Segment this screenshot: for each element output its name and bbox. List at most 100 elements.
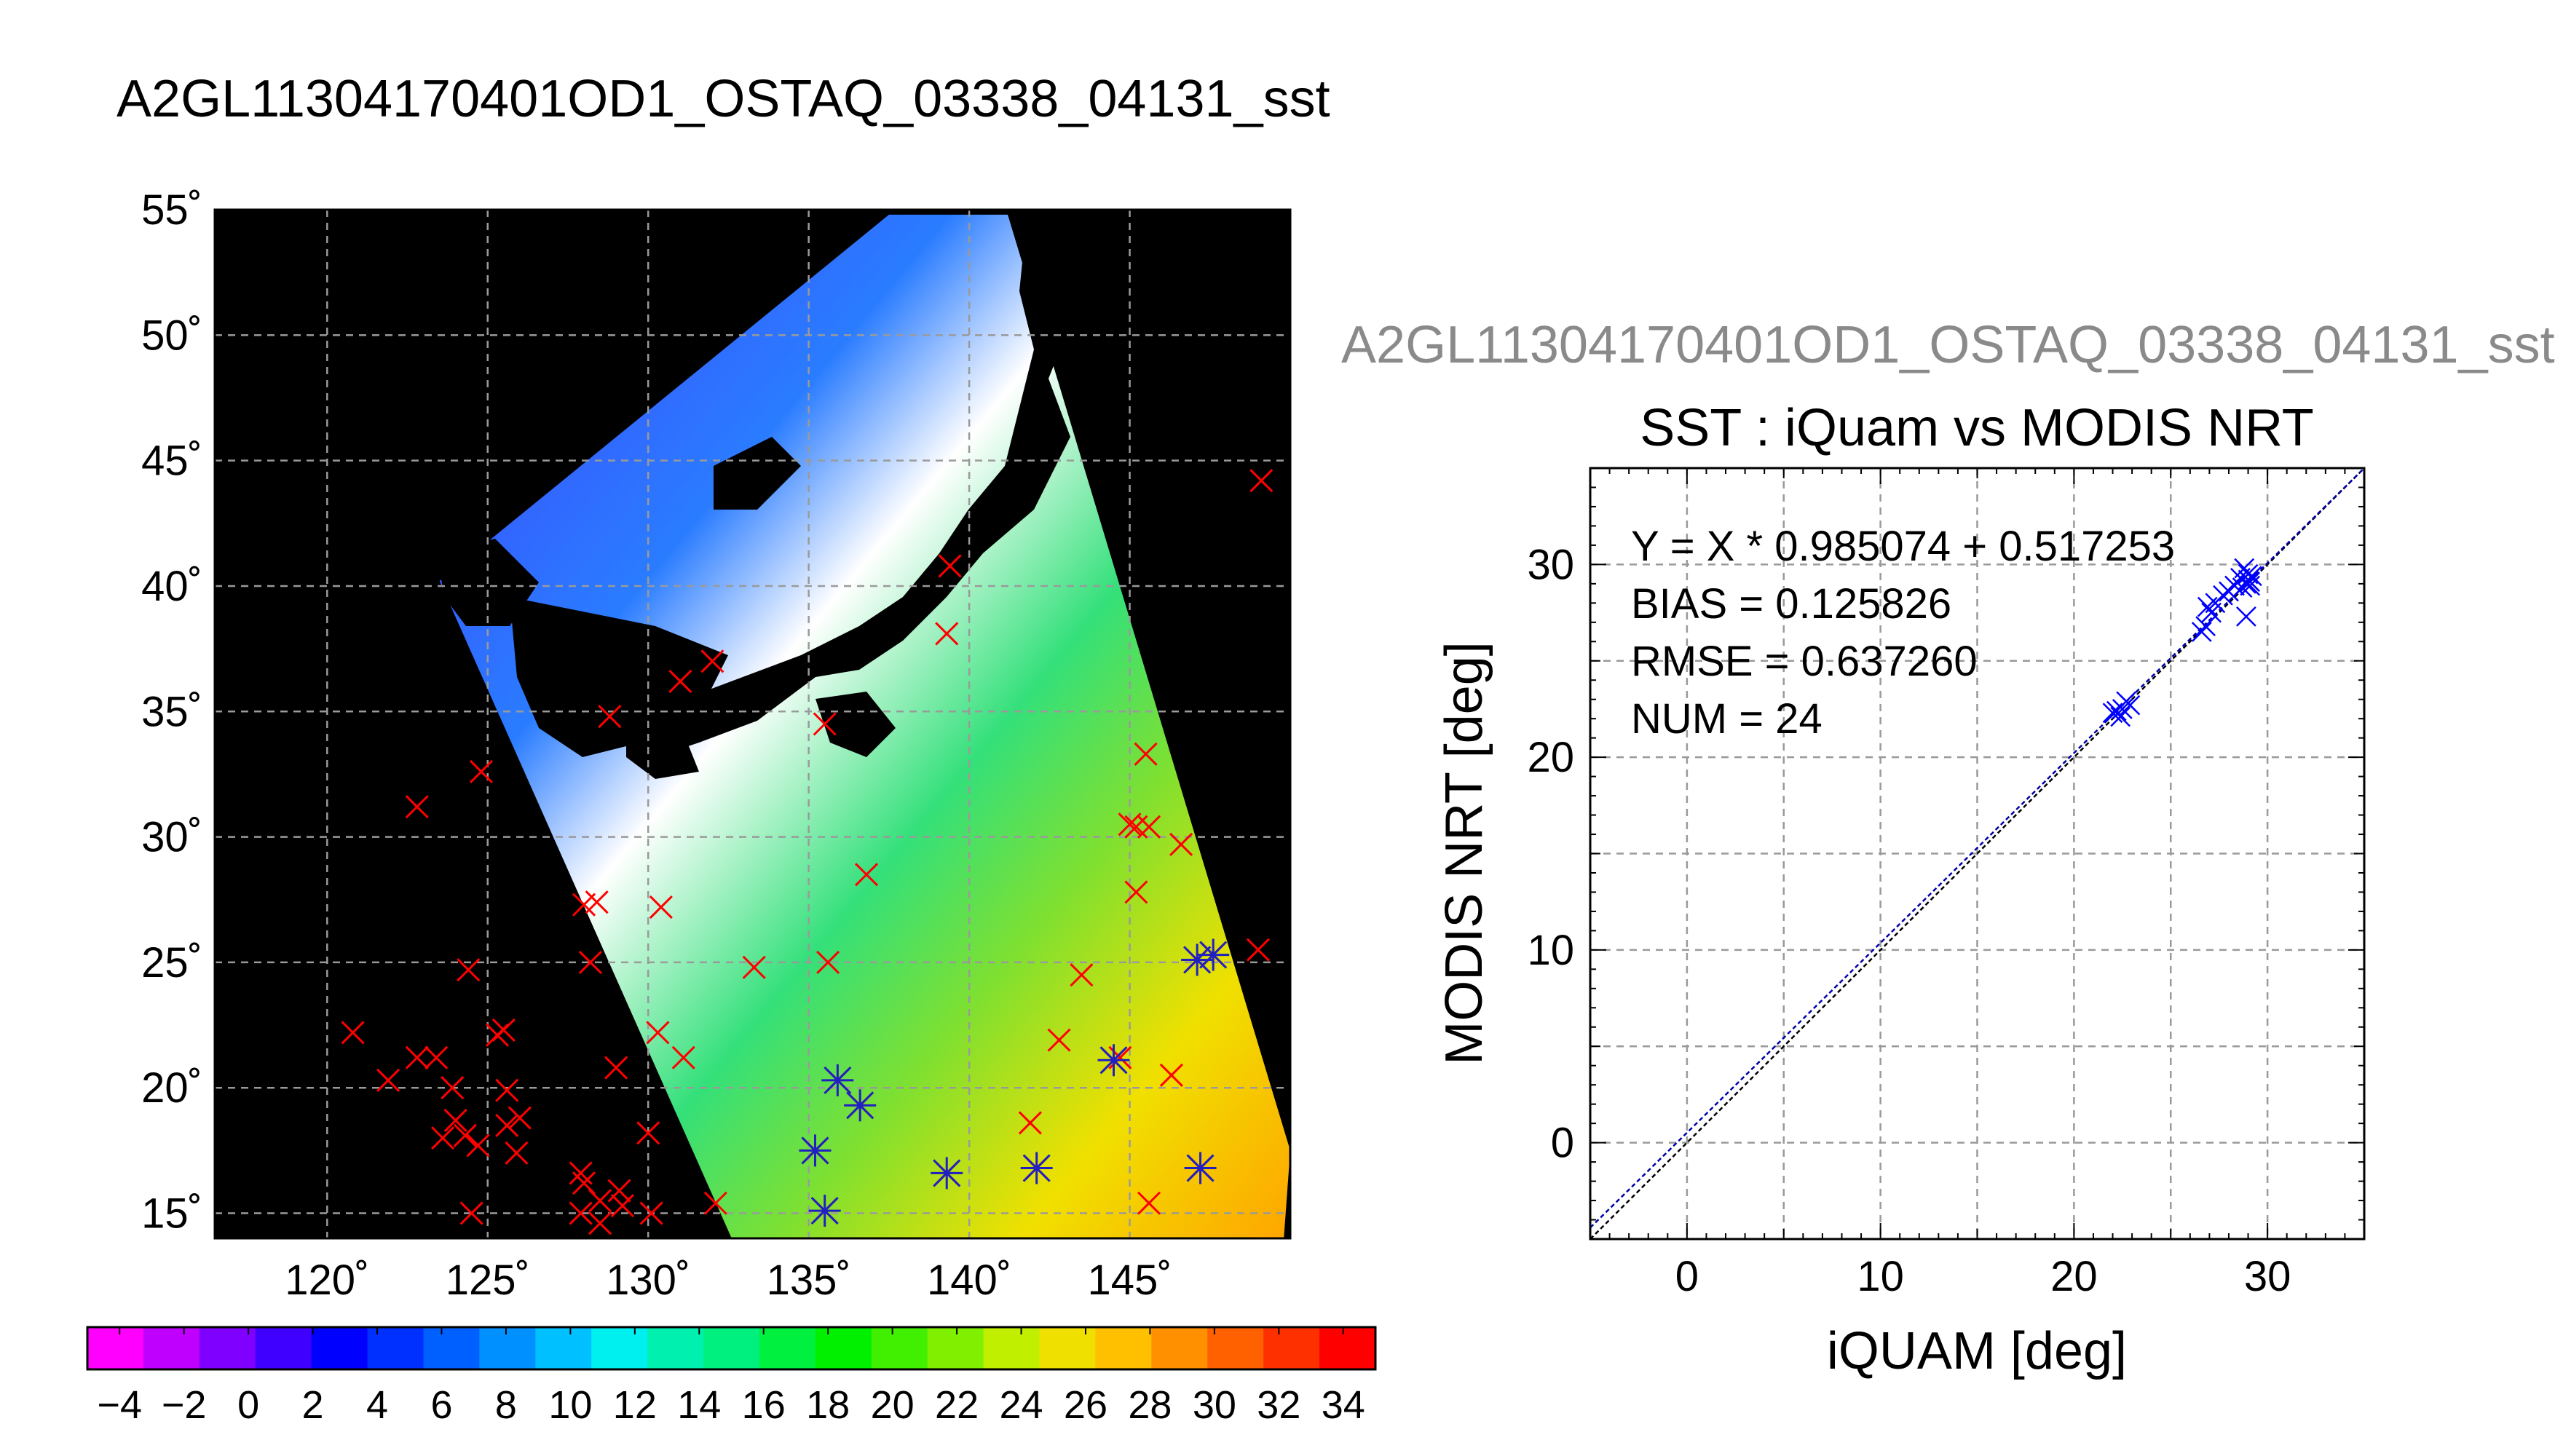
- colorbar-label: 20: [871, 1383, 915, 1427]
- map-matched-marker: [1197, 938, 1230, 971]
- colorbar-label: 18: [806, 1383, 850, 1427]
- colorbar-cell: [1263, 1327, 1321, 1369]
- scatter-y-tick-label: 10: [1527, 927, 1574, 974]
- colorbar-label: −2: [162, 1383, 207, 1427]
- map-y-tick-label: 35˚: [141, 688, 202, 735]
- colorbar-label: −4: [97, 1383, 142, 1427]
- colorbar-cell: [367, 1327, 424, 1369]
- map-frame: [213, 208, 1292, 1240]
- map-marker: [938, 554, 962, 578]
- scatter-x-label: iQUAM [deg]: [1827, 1322, 2127, 1380]
- map-marker: [485, 1023, 510, 1047]
- colorbar-label: 4: [366, 1383, 388, 1427]
- right-subtitle: A2GL11304170401OD1_OSTAQ_03338_04131_sst: [1341, 316, 2555, 374]
- map-marker: [1137, 1191, 1161, 1215]
- map-marker: [424, 1045, 449, 1069]
- colorbar-label: 8: [495, 1383, 517, 1427]
- scatter-point: [2195, 616, 2216, 636]
- map-marker: [598, 705, 622, 729]
- map-marker: [443, 1108, 467, 1133]
- map-marker: [495, 1113, 519, 1137]
- colorbar-cell: [143, 1327, 200, 1369]
- colorbar-label: 32: [1257, 1383, 1300, 1427]
- colorbar-label: 26: [1064, 1383, 1107, 1427]
- scatter-point: [2241, 566, 2262, 587]
- map-matched-marker: [931, 1157, 963, 1190]
- colorbar-cell: [983, 1327, 1040, 1369]
- colorbar-cell: [815, 1327, 872, 1369]
- colorbar-frame: [86, 1326, 1377, 1371]
- map-x-tick-label: 120˚: [285, 1257, 369, 1304]
- map-y-tick-label: 50˚: [141, 312, 202, 359]
- scatter-point: [2191, 622, 2212, 642]
- colorbar-cell: [1039, 1327, 1097, 1369]
- colorbar-label: 0: [237, 1383, 259, 1427]
- map-marker: [1169, 832, 1193, 856]
- colorbar-label: 2: [302, 1383, 324, 1427]
- map-plot-area: 120˚ 125˚ 130˚ 135˚ 140˚ 145˚ 55˚ 50˚ 45˚ 40˚ 35˚…: [141, 186, 1292, 1304]
- map-marker: [341, 1021, 365, 1045]
- map-marker: [453, 1123, 477, 1147]
- map-y-tick-label: 25˚: [141, 939, 202, 986]
- map-marker: [457, 958, 481, 982]
- map-marker: [742, 955, 766, 979]
- colorbar-cell: [647, 1327, 705, 1369]
- map-marker: [1246, 938, 1270, 962]
- colorbar-cell: [1319, 1327, 1376, 1369]
- map-y-tick-label: 20˚: [141, 1064, 202, 1112]
- colorbar-cell: [87, 1327, 144, 1369]
- scatter-point: [2238, 563, 2259, 585]
- map-x-tick-label: 135˚: [767, 1257, 851, 1304]
- map-marker: [376, 1068, 400, 1092]
- map-y-tick-label: 30˚: [141, 814, 202, 861]
- colorbar-cell: [255, 1327, 312, 1369]
- scatter-x-tick-label: 30: [2244, 1253, 2291, 1300]
- map-marker: [1137, 815, 1161, 839]
- map-marker: [671, 1045, 695, 1069]
- map-marker: [405, 1045, 429, 1069]
- colorbar-cell: [759, 1327, 816, 1369]
- map-matched-marker: [821, 1064, 854, 1096]
- colorbar-label: 30: [1193, 1383, 1236, 1427]
- map-marker: [469, 759, 494, 784]
- map-marker: [639, 1201, 663, 1225]
- map-marker: [610, 1194, 634, 1218]
- map-marker: [441, 1076, 465, 1100]
- map-marker: [466, 1133, 490, 1158]
- colorbar-label: 22: [935, 1383, 979, 1427]
- map-marker: [854, 863, 879, 887]
- map-marker: [636, 1121, 660, 1145]
- colorbar-cell: [199, 1327, 256, 1369]
- map-matched-marker: [808, 1195, 841, 1227]
- map-marker: [816, 950, 840, 974]
- map-y-tick-label: 15˚: [141, 1190, 202, 1238]
- map-matched-marker: [1184, 1152, 1217, 1184]
- colorbar-cell: [311, 1327, 368, 1369]
- map-matched-marker: [799, 1134, 832, 1167]
- land-japan-korea: [437, 218, 1078, 779]
- colorbar-label: 16: [742, 1383, 786, 1427]
- colorbar-label: 28: [1128, 1383, 1172, 1427]
- colorbar-cell: [479, 1327, 537, 1369]
- map-x-tick-label: 140˚: [927, 1257, 1011, 1304]
- map-marker: [1124, 815, 1148, 839]
- colorbar-label: 12: [613, 1383, 657, 1427]
- map-marker: [1070, 963, 1094, 987]
- scatter-x-tick-label: 20: [2050, 1253, 2098, 1300]
- colorbar-cell: [871, 1327, 928, 1369]
- map-marker: [588, 1211, 612, 1235]
- colorbar-cell: [1095, 1327, 1153, 1369]
- colorbar-cell: [927, 1327, 984, 1369]
- colorbar-label: 24: [999, 1383, 1043, 1427]
- map-marker: [430, 1126, 455, 1150]
- colorbar-cell: [423, 1327, 481, 1369]
- scatter-plot-area: 0 10 20 30 0 10 20 30 Y = X * 0.985074 + 0.5172…: [1527, 467, 2366, 1300]
- scatter-point: [2102, 703, 2123, 724]
- map-marker: [813, 712, 837, 736]
- identity-line: [1590, 468, 2364, 1239]
- scatter-annotations: Y = X * 0.985074 + 0.517253 BIAS = 0.1258…: [1631, 523, 2175, 743]
- map-marker: [459, 1201, 483, 1225]
- scatter-grid: [1590, 468, 2364, 1239]
- scatter-annotation: NUM = 24: [1631, 695, 1823, 743]
